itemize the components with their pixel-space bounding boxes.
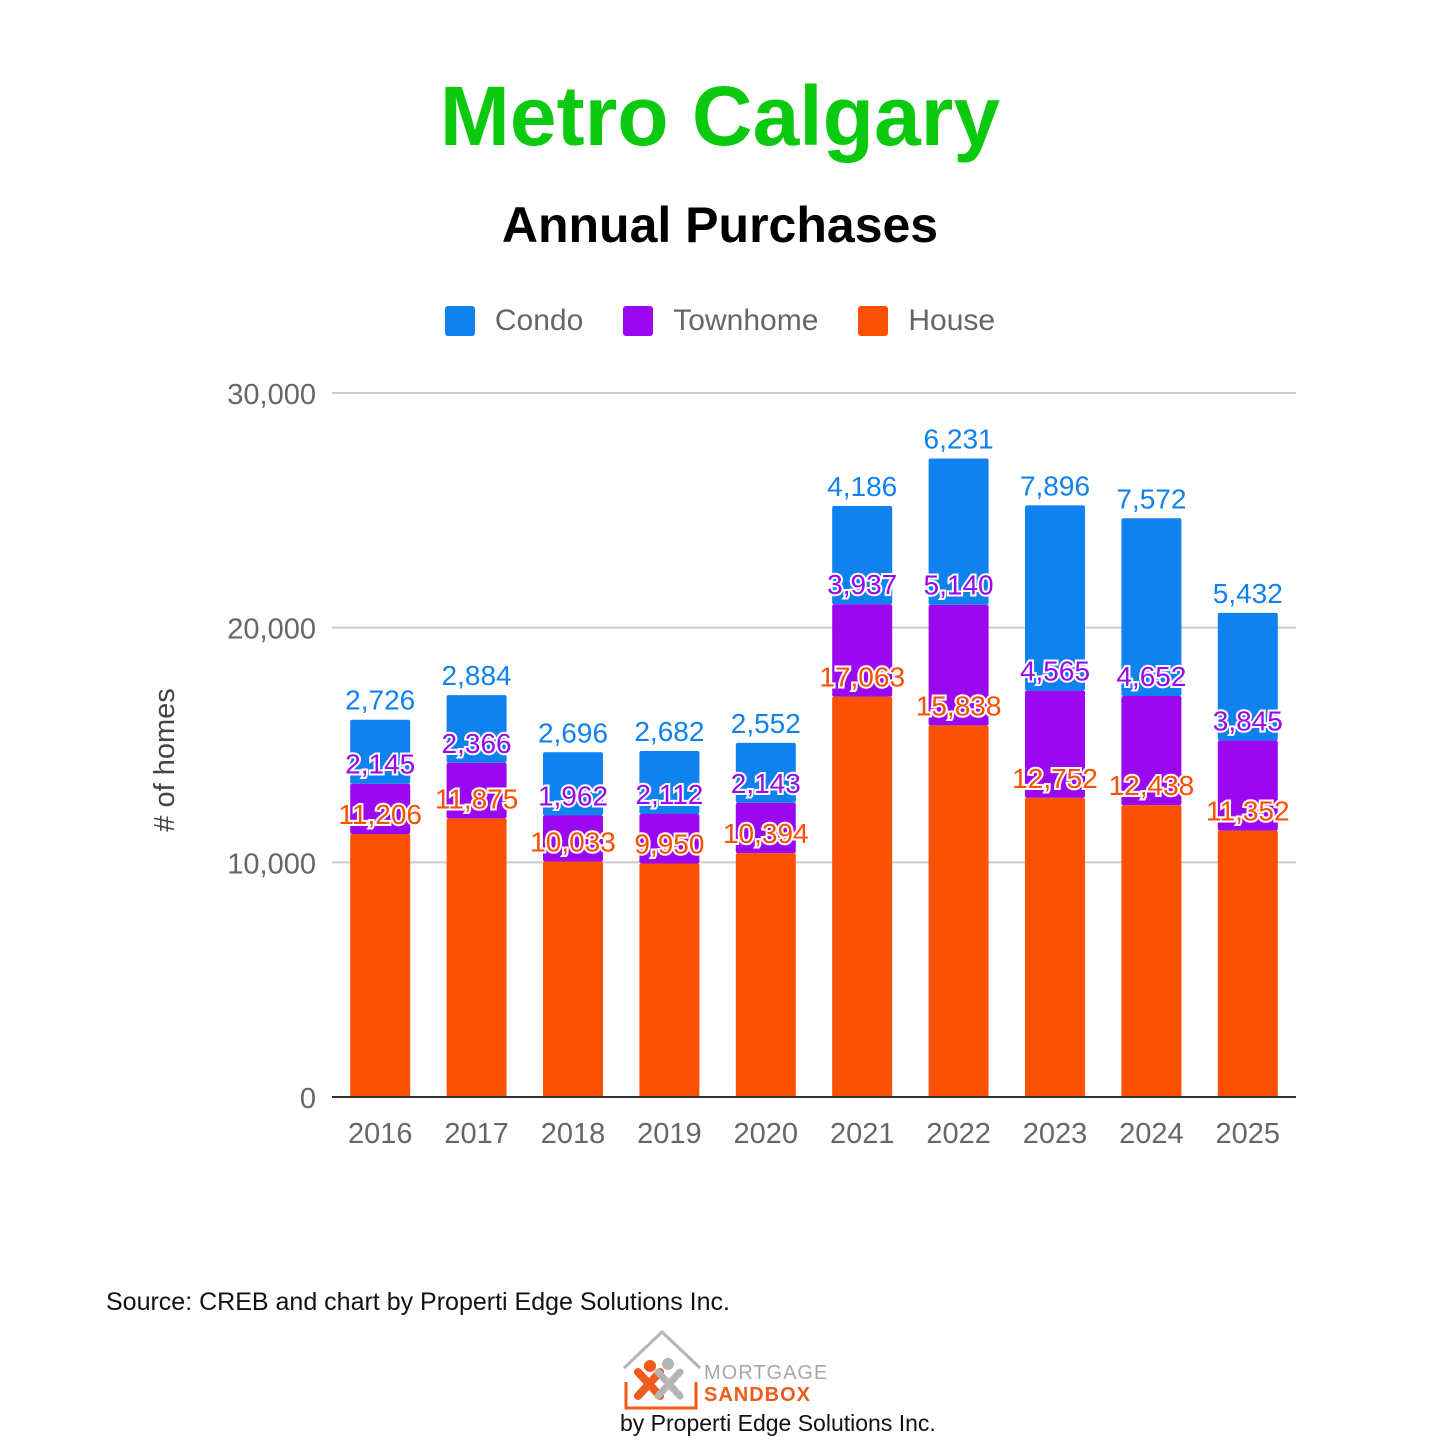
bar-townhome-2018 xyxy=(543,815,603,862)
data-label-condo: 5,432 xyxy=(1213,578,1283,609)
data-label-house: 11,352 xyxy=(1206,796,1290,827)
stacked-bar-chart: 0 10,000 20,000 30,000 # of homes 11,206 2,145… xyxy=(149,379,1296,1150)
bar-condo-2020 xyxy=(735,742,796,803)
bar-townhome-2020 xyxy=(735,802,796,854)
bar-house-2024 xyxy=(1121,805,1182,1097)
legend-label-house: House xyxy=(908,304,996,337)
data-label-house: 9,950 xyxy=(634,829,704,860)
bar-townhome-2022 xyxy=(928,604,989,726)
data-label-condo: 6,231 xyxy=(924,423,994,454)
bar-condo-2024 xyxy=(1121,518,1182,696)
data-label-condo: 2,696 xyxy=(538,717,608,748)
legend-swatch-condo xyxy=(444,306,475,336)
x-tick-label: 2017 xyxy=(444,1118,509,1150)
data-label-house: 10,033 xyxy=(530,827,616,858)
x-tick-label: 2021 xyxy=(830,1118,895,1150)
bar-townhome-2016 xyxy=(350,783,411,835)
bar-house-2022 xyxy=(928,725,989,1097)
data-label-townhome: 3,937 xyxy=(827,569,897,600)
bar-condo-2021 xyxy=(832,505,893,605)
bar-house-2025 xyxy=(1217,830,1278,1097)
x-tick-label: 2019 xyxy=(637,1118,702,1150)
x-tick-label: 2018 xyxy=(541,1118,606,1150)
bar-condo-2017 xyxy=(446,695,507,763)
bar-condo-2019 xyxy=(639,751,700,814)
x-tick-label: 2022 xyxy=(926,1118,991,1150)
source-note: Source: CREB and chart by Properti Edge … xyxy=(106,1288,730,1316)
data-label-condo: 7,896 xyxy=(1020,470,1090,501)
bar-house-2021 xyxy=(832,696,893,1097)
x-tick-label: 2016 xyxy=(348,1118,413,1150)
data-label-townhome: 2,112 xyxy=(635,779,703,810)
data-label-house: 12,438 xyxy=(1109,770,1195,801)
data-label-condo: 2,884 xyxy=(442,660,512,691)
data-label-townhome: 4,652 xyxy=(1116,661,1186,692)
data-label-townhome: 1,962 xyxy=(538,781,608,812)
bar-townhome-2024 xyxy=(1121,695,1182,806)
bar-condo-2023 xyxy=(1025,505,1085,691)
data-label-townhome: 2,366 xyxy=(442,728,512,759)
chart-subtitle: Annual Purchases xyxy=(501,197,939,253)
data-label-condo: 7,572 xyxy=(1116,483,1186,514)
data-label-townhome: 5,140 xyxy=(924,570,994,601)
y-axis-label: # of homes xyxy=(149,688,181,831)
x-tick-label: 2020 xyxy=(734,1118,799,1150)
chart-legend: Condo Townhome House xyxy=(0,304,1440,338)
bar-condo-2016 xyxy=(350,719,411,784)
legend-swatch-townhome xyxy=(623,306,654,336)
bar-house-2019 xyxy=(639,863,700,1097)
bar-house-2016 xyxy=(350,834,411,1097)
data-label-townhome: 2,143 xyxy=(731,768,801,799)
x-tick-label: 2024 xyxy=(1119,1118,1184,1150)
bar-house-2023 xyxy=(1025,797,1085,1097)
data-label-condo: 2,682 xyxy=(634,716,704,747)
data-label-townhome: 2,145 xyxy=(345,749,415,780)
bar-townhome-2025 xyxy=(1217,740,1278,831)
y-tick-label: 10,000 xyxy=(227,848,316,880)
data-label-house: 17,063 xyxy=(819,662,905,693)
bar-townhome-2023 xyxy=(1025,690,1085,798)
data-label-condo: 2,726 xyxy=(345,685,415,716)
bar-townhome-2021 xyxy=(832,604,893,697)
y-tick-label: 20,000 xyxy=(227,614,316,646)
data-label-townhome: 3,845 xyxy=(1213,705,1283,736)
legend-item-townhome: Townhome xyxy=(623,304,818,338)
legend-label-condo: Condo xyxy=(494,304,584,337)
logo-text-sandbox: SANDBOX xyxy=(704,1384,812,1406)
bar-townhome-2019 xyxy=(639,813,700,864)
bar-condo-2022 xyxy=(928,458,989,605)
x-tick-label: 2025 xyxy=(1216,1118,1281,1150)
legend-label-townhome: Townhome xyxy=(673,304,819,337)
data-label-house: 11,875 xyxy=(435,783,519,814)
logo-tagline: by Properti Edge Solutions Inc. xyxy=(620,1410,936,1436)
data-label-townhome: 4,565 xyxy=(1020,656,1090,687)
legend-item-condo: Condo xyxy=(444,304,584,338)
x-tick-label: 2023 xyxy=(1023,1118,1088,1150)
data-label-house: 15,838 xyxy=(916,690,1002,721)
data-label-house: 12,752 xyxy=(1012,763,1098,794)
bar-condo-2025 xyxy=(1217,612,1278,741)
legend-swatch-house xyxy=(858,306,889,336)
y-tick-label: 0 xyxy=(300,1083,316,1115)
bar-house-2017 xyxy=(446,818,507,1097)
bar-house-2020 xyxy=(735,853,796,1097)
bar-house-2018 xyxy=(543,861,603,1097)
data-label-house: 11,206 xyxy=(338,799,422,830)
logo-text-mortgage: MORTGAGE xyxy=(704,1362,829,1384)
bar-condo-2018 xyxy=(543,752,603,816)
bar-townhome-2017 xyxy=(446,762,507,819)
y-tick-label: 30,000 xyxy=(227,379,316,411)
data-label-condo: 2,552 xyxy=(731,708,801,739)
chart-title: Metro Calgary xyxy=(439,69,1001,163)
mortgage-sandbox-logo-icon xyxy=(622,1329,702,1410)
data-label-condo: 4,186 xyxy=(827,471,897,502)
legend-item-house: House xyxy=(858,304,995,338)
data-label-house: 10,394 xyxy=(723,818,809,849)
